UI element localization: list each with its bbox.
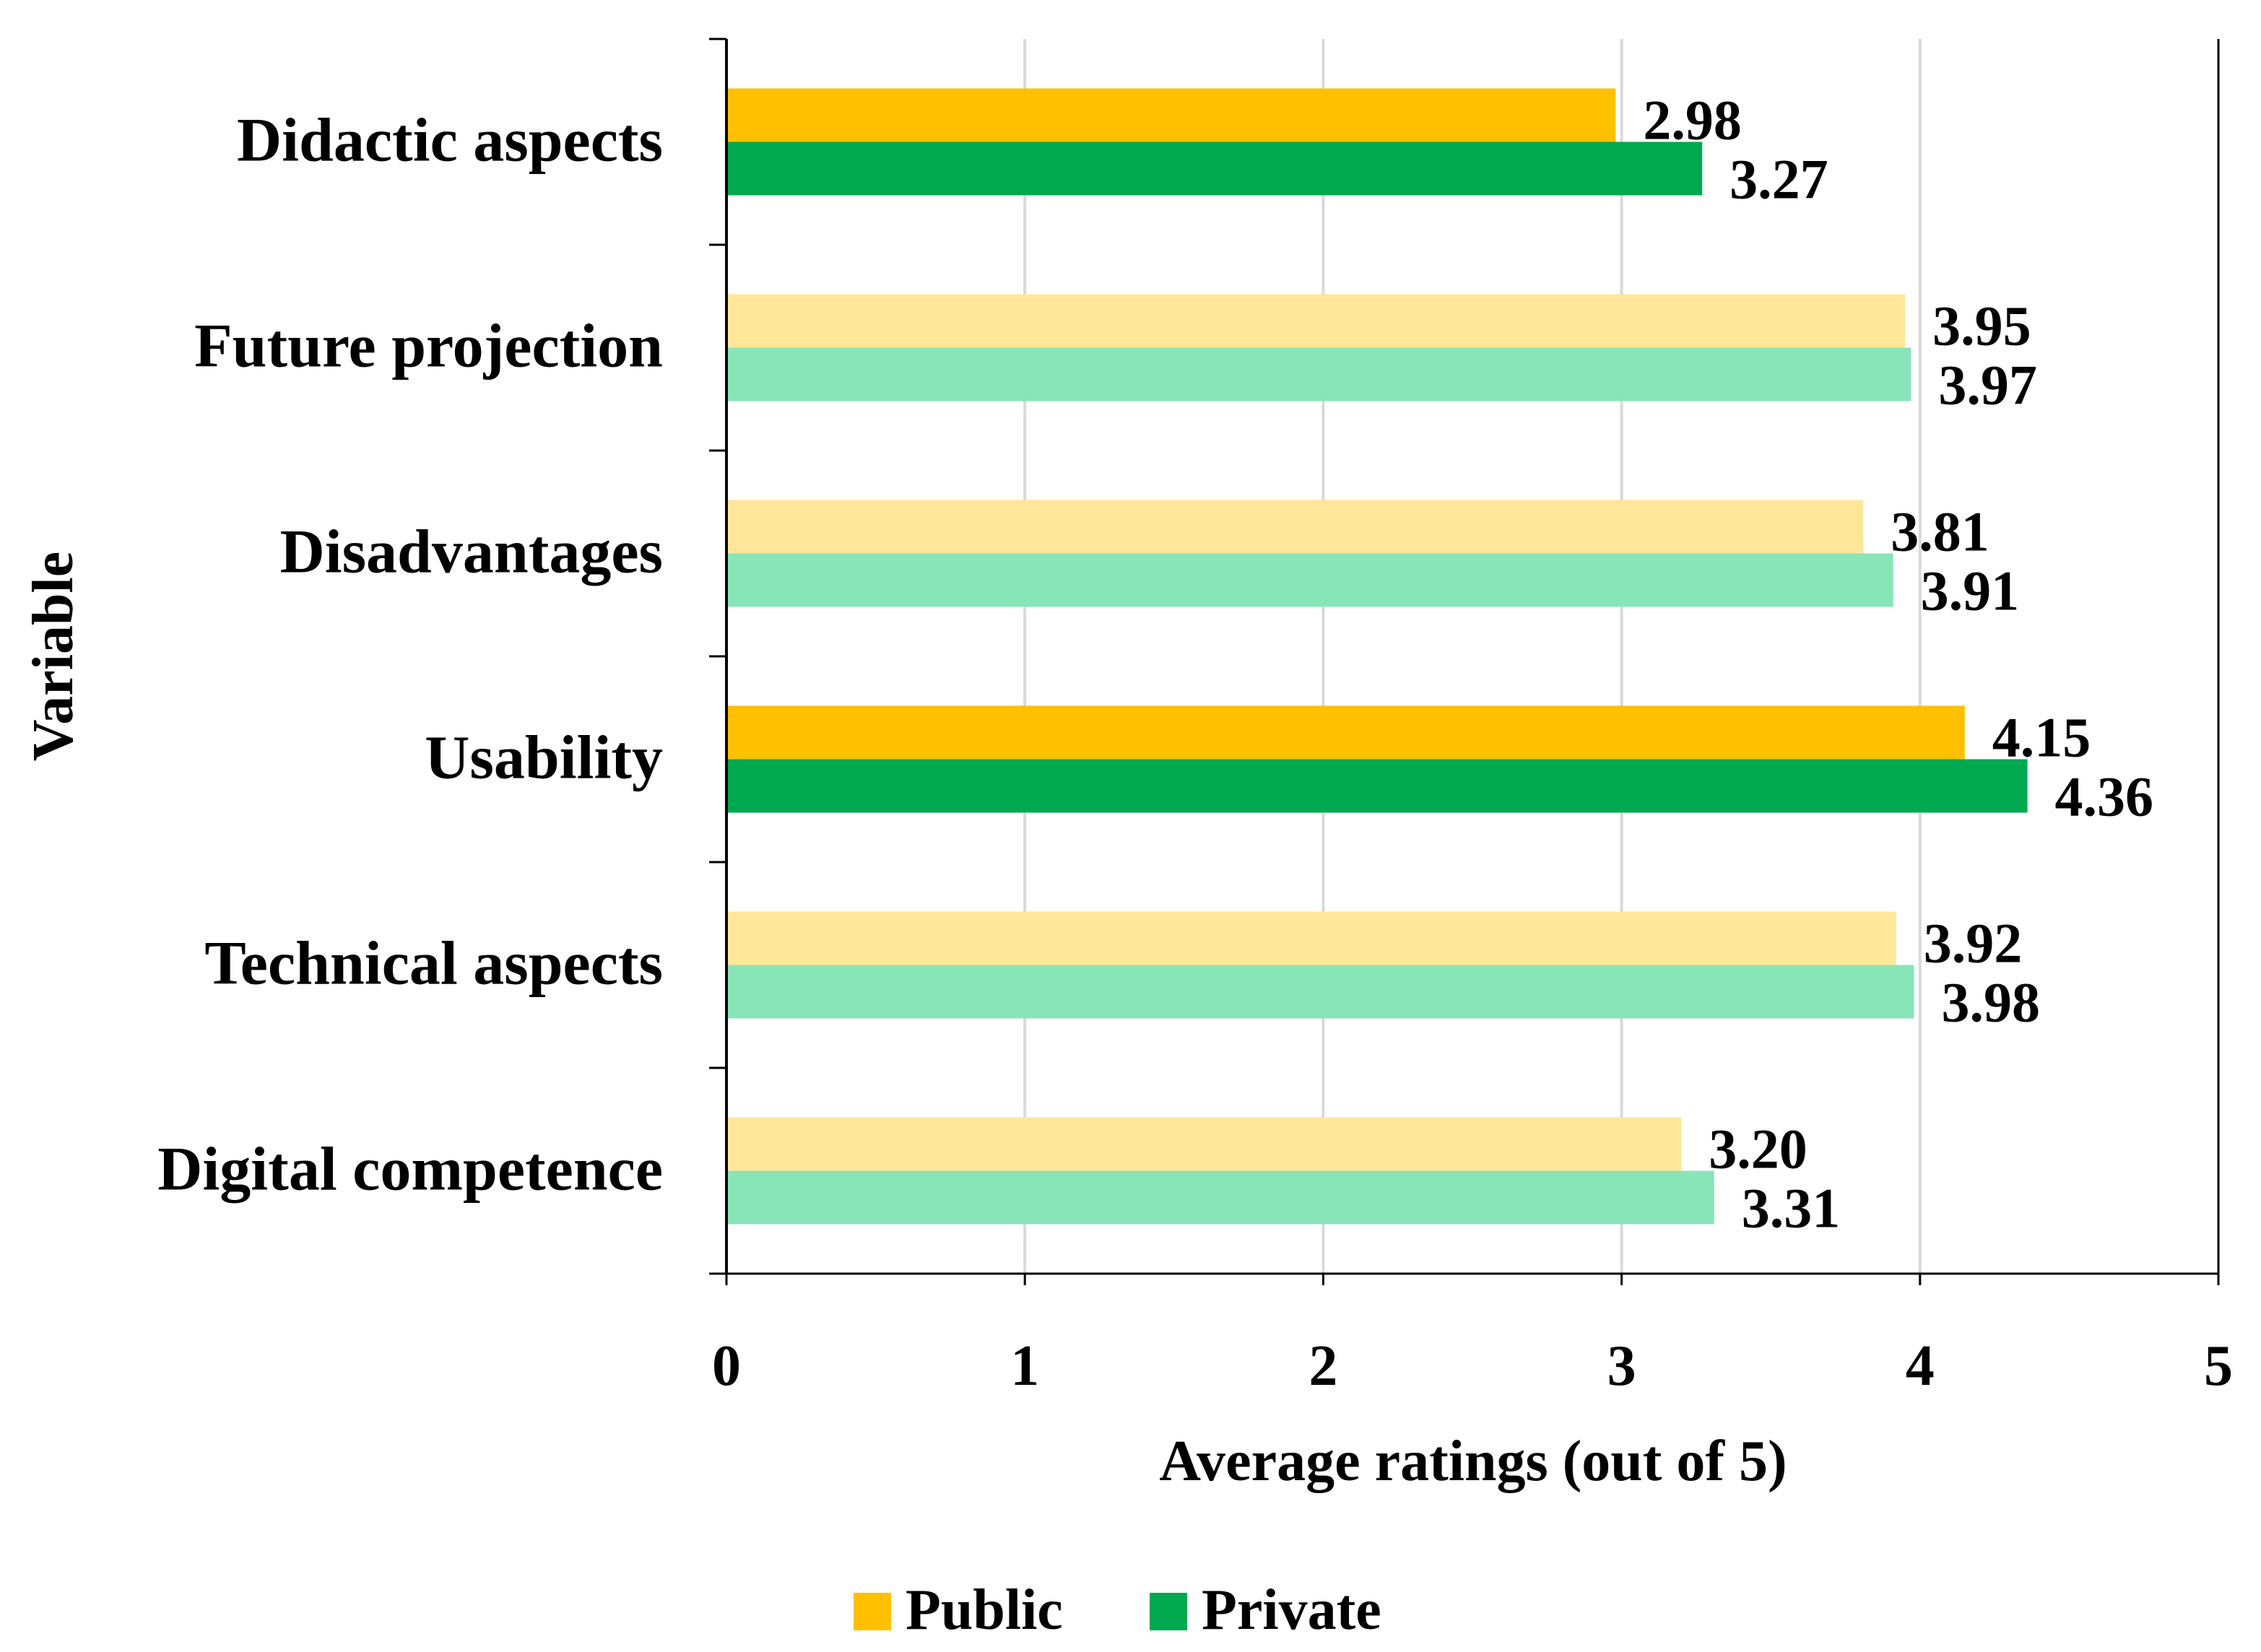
legend-swatch-public [854, 1593, 891, 1630]
bar-private [726, 759, 2028, 813]
data-label: 3.91 [1921, 560, 2020, 622]
y-axis-title: Variable [22, 552, 85, 761]
bar-private [726, 965, 1914, 1019]
data-label: 3.92 [1924, 912, 2023, 975]
bar-private [726, 553, 1893, 607]
x-tick-label: 0 [712, 1334, 741, 1398]
category-label: Didactic aspects [237, 105, 663, 175]
labels: 0 1 2 3 4 5 2.983.27 Didactic aspects 3.953.97 Fu… [157, 89, 2233, 1399]
x-tick-label: 1 [1010, 1334, 1039, 1398]
bar-private [726, 347, 1911, 401]
category-label: Future projection [194, 311, 663, 381]
x-axis-title: Average ratings (out of 5) [1159, 1430, 1787, 1493]
bar-public [726, 88, 1616, 142]
bar-private [726, 1170, 1714, 1225]
bar-public [726, 500, 1864, 554]
data-label: 4.15 [1992, 706, 2091, 769]
category-label: Usability [425, 723, 663, 792]
legend: Public Private [854, 1578, 1381, 1642]
data-label: 4.36 [2055, 765, 2154, 828]
legend-label-private: Private [1202, 1578, 1381, 1642]
x-tick-label: 2 [1309, 1334, 1337, 1398]
data-label: 2.98 [1643, 89, 1742, 152]
data-label: 3.98 [1942, 971, 2041, 1034]
category-label: Disadvantages [280, 517, 663, 586]
legend-label-public: Public [906, 1578, 1063, 1642]
category-label: Digital competence [157, 1134, 663, 1204]
gridlines [1023, 39, 2220, 1274]
bar-public [726, 911, 1896, 965]
bar-public [726, 294, 1906, 348]
x-tick-label: 5 [2204, 1334, 2233, 1398]
data-label: 3.81 [1891, 500, 1989, 563]
bar-private [726, 142, 1703, 196]
bar-public [726, 705, 1965, 760]
data-label: 3.20 [1709, 1118, 1808, 1181]
bar-public [726, 1117, 1682, 1171]
data-label: 3.97 [1938, 354, 2037, 417]
x-tick-label: 4 [1906, 1334, 1935, 1398]
data-label: 3.31 [1742, 1177, 1841, 1240]
category-label: Technical aspects [204, 929, 663, 998]
bars [726, 88, 2028, 1225]
data-label: 3.95 [1932, 295, 2031, 357]
axes [709, 38, 2220, 1285]
data-label: 3.27 [1730, 148, 1828, 211]
x-tick-label: 3 [1607, 1334, 1636, 1398]
legend-swatch-private [1150, 1593, 1187, 1630]
